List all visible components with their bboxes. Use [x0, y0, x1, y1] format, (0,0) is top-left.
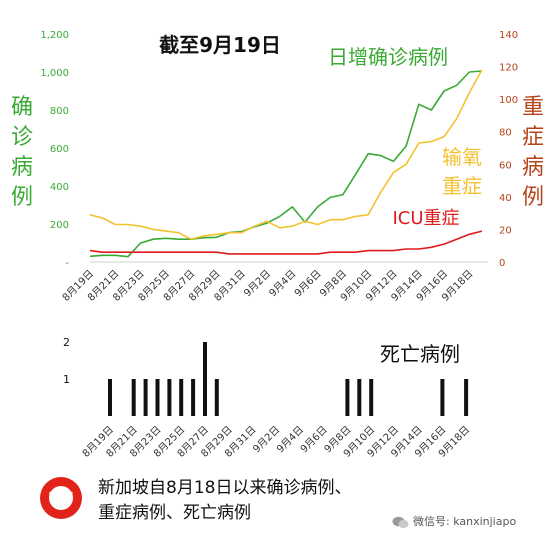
- right-y-axis-label-char: 症: [522, 125, 544, 150]
- death-bar: [345, 379, 350, 416]
- severe-series-label-line-2: 重症: [442, 174, 482, 198]
- confirmed-series-line: [89, 70, 483, 258]
- right-y-tick-label: 60: [499, 160, 512, 171]
- right-y-tick-label: 80: [499, 128, 512, 139]
- death-bar: [357, 379, 362, 416]
- confirmed-series-label: 日增确诊病例: [328, 45, 448, 69]
- left-y-tick-label: 600: [50, 144, 69, 155]
- death-bar: [143, 379, 148, 416]
- wechat-icon: [392, 516, 409, 528]
- wechat-id-text: 微信号: kanxinjiapo: [413, 515, 517, 528]
- left-y-axis-label-char: 例: [11, 185, 33, 210]
- severe-series-line: [89, 69, 483, 240]
- bar-y-tick-label: 2: [63, 336, 70, 349]
- left-y-tick-label: 800: [50, 106, 69, 117]
- caption: 新加坡自8月18日以来确诊病例、 重症病例、死亡病例: [98, 476, 418, 526]
- left-y-tick-label: 400: [50, 182, 69, 193]
- death-bar: [191, 379, 196, 416]
- line-chart: - 200 400 600 800 1,000 1,200 0 20 40 60 80 100 120 14…: [11, 30, 544, 304]
- left-y-axis-label-char: 病: [11, 155, 33, 180]
- death-bar: [167, 379, 172, 416]
- death-bar: [214, 379, 219, 416]
- x-tick-label: 9月4日: [267, 268, 299, 300]
- severe-series-label-line-1: 输氧: [442, 145, 482, 169]
- death-bar: [108, 379, 112, 416]
- right-y-tick-label: 20: [499, 225, 512, 236]
- right-y-axis-label-char: 例: [522, 185, 544, 210]
- right-y-tick-label: 0: [499, 258, 505, 269]
- right-y-tick-label: 140: [499, 30, 518, 41]
- left-y-axis-label-char: 确: [11, 95, 33, 120]
- death-bar: [440, 379, 445, 416]
- covid-chart-figure: - 200 400 600 800 1,000 1,200 0 20 40 60 80 100 120 14…: [11, 30, 544, 460]
- x-tick-label: 9月6日: [292, 268, 324, 300]
- singapore-eye-logo: 新加坡眼: [40, 477, 82, 519]
- icu-series-label: ICU重症: [392, 208, 459, 229]
- logo-text: 新加坡眼: [48, 492, 73, 499]
- death-bar: [179, 379, 184, 416]
- death-chart-title: 死亡病例: [380, 342, 460, 366]
- logo-magnifier-icon: [49, 486, 73, 510]
- caption-line-2: 重症病例、死亡病例: [98, 503, 251, 523]
- line-chart-title: 截至9月19日: [159, 33, 281, 57]
- right-y-tick-label: 40: [499, 193, 512, 204]
- right-y-axis-label-char: 病: [522, 155, 544, 180]
- right-y-tick-label: 100: [499, 95, 518, 106]
- left-y-tick-label: -: [65, 258, 69, 269]
- death-bar-chart: 128月19日8月21日8月23日8月25日8月27日8月29日8月31日9月2…: [63, 336, 472, 460]
- bar-y-tick-label: 1: [63, 373, 70, 386]
- wechat-id: 微信号: kanxinjiapo: [392, 513, 516, 529]
- left-y-tick-label: 1,200: [40, 30, 69, 41]
- right-y-tick-label: 120: [499, 63, 518, 74]
- death-bar: [203, 342, 207, 416]
- death-bar: [155, 379, 160, 416]
- icu-series-line: [89, 230, 483, 255]
- left-y-tick-label: 200: [50, 220, 69, 231]
- caption-line-1: 新加坡自8月18日以来确诊病例、: [98, 478, 352, 498]
- death-bar: [369, 379, 374, 416]
- left-y-tick-label: 1,000: [40, 68, 69, 79]
- right-y-axis-label-char: 重: [522, 95, 544, 120]
- x-tick-label: 9月2日: [242, 268, 274, 300]
- left-y-axis-label-char: 诊: [11, 125, 33, 150]
- death-bar: [464, 379, 469, 416]
- death-bar: [131, 379, 136, 416]
